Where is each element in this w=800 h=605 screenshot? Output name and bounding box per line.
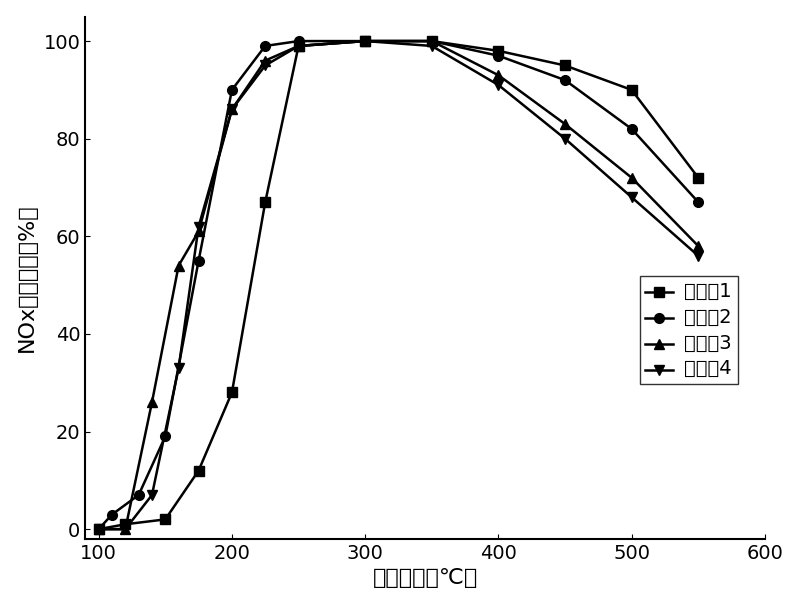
Line: 实施例3: 实施例3 [94, 36, 703, 534]
实施例3 [560, 120, 570, 128]
实施例2 [560, 76, 570, 83]
实施例4 [174, 364, 183, 371]
实施例3 [174, 262, 183, 269]
实施例4 [627, 194, 637, 201]
实施例2 [694, 198, 703, 206]
Line: 实施例4: 实施例4 [94, 36, 703, 534]
实施例1 [560, 62, 570, 69]
实施例1 [261, 198, 270, 206]
实施例2 [360, 38, 370, 45]
实施例4 [360, 38, 370, 45]
实施例4 [147, 491, 157, 499]
实施例3 [261, 57, 270, 64]
实施例3 [360, 38, 370, 45]
Line: 实施例1: 实施例1 [94, 36, 703, 534]
实施例1 [227, 389, 237, 396]
实施例3 [427, 38, 437, 45]
实施例3 [94, 526, 103, 533]
实施例1 [294, 42, 303, 50]
实施例3 [694, 243, 703, 250]
实施例3 [227, 106, 237, 113]
Legend: 实施例1, 实施例2, 实施例3, 实施例4: 实施例1, 实施例2, 实施例3, 实施例4 [640, 276, 738, 384]
实施例4 [227, 106, 237, 113]
实施例3 [494, 71, 503, 79]
实施例2 [194, 257, 203, 264]
实施例3 [147, 399, 157, 406]
实施例4 [261, 62, 270, 69]
实施例4 [94, 526, 103, 533]
实施例3 [121, 526, 130, 533]
实施例3 [294, 42, 303, 50]
实施例3 [194, 228, 203, 235]
实施例2 [494, 52, 503, 59]
实施例1 [121, 521, 130, 528]
实施例4 [560, 135, 570, 142]
实施例4 [121, 526, 130, 533]
实施例1 [94, 526, 103, 533]
实施例4 [494, 81, 503, 88]
实施例2 [294, 38, 303, 45]
X-axis label: 反应温度（℃）: 反应温度（℃） [373, 568, 478, 588]
Line: 实施例2: 实施例2 [94, 36, 703, 534]
实施例1 [360, 38, 370, 45]
实施例1 [494, 47, 503, 54]
实施例2 [161, 433, 170, 440]
实施例4 [294, 42, 303, 50]
实施例4 [694, 252, 703, 260]
实施例1 [627, 87, 637, 94]
实施例1 [694, 174, 703, 182]
实施例3 [627, 174, 637, 182]
实施例4 [427, 42, 437, 50]
实施例2 [427, 38, 437, 45]
实施例1 [194, 467, 203, 474]
实施例1 [427, 38, 437, 45]
实施例4 [194, 223, 203, 230]
实施例2 [261, 42, 270, 50]
实施例1 [161, 516, 170, 523]
实施例2 [107, 511, 117, 518]
实施例2 [134, 491, 143, 499]
实施例2 [227, 87, 237, 94]
实施例2 [94, 526, 103, 533]
Y-axis label: NOx转化效率（%）: NOx转化效率（%） [17, 203, 37, 352]
实施例2 [627, 125, 637, 132]
